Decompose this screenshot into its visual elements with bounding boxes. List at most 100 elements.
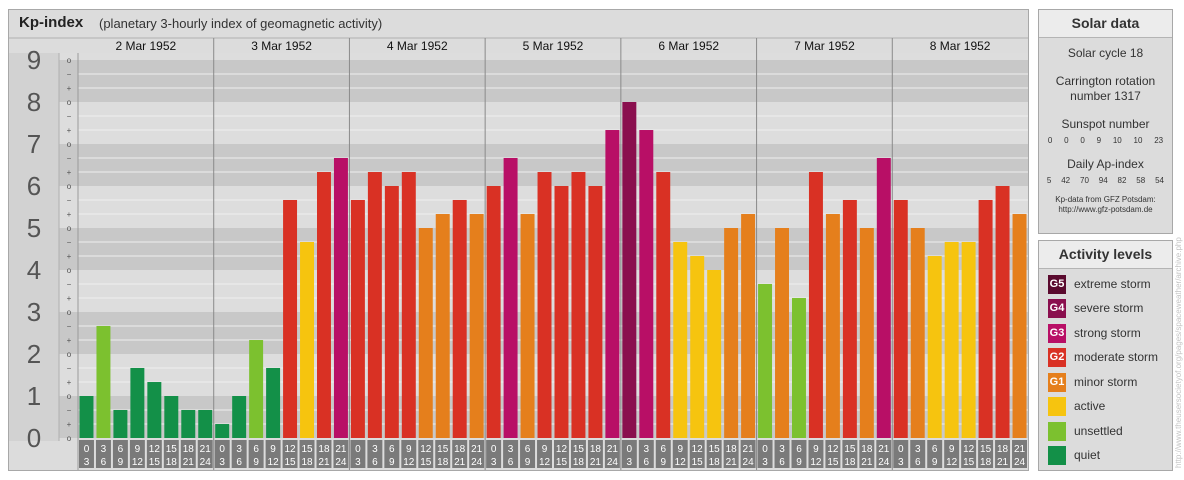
interval-end-label: 15: [556, 457, 568, 468]
interval-label-bg: [859, 440, 875, 468]
interval-label-bg: [621, 440, 637, 468]
kp-chart: 0123456789o+−o+−o+−o+−o+−o+−o+−o+−o+−o2 …: [9, 10, 1028, 470]
interval-end-label: 21: [454, 457, 466, 468]
kp-band: [9, 144, 1028, 186]
interval-start-label: 3: [236, 444, 242, 455]
interval-end-label: 21: [997, 457, 1009, 468]
interval-end-label: 15: [420, 457, 432, 468]
interval-label-bg: [587, 440, 603, 468]
kp-bar: [401, 172, 416, 438]
day-label: 8 Mar 1952: [930, 39, 991, 53]
interval-start-label: 12: [692, 444, 704, 455]
interval-end-label: 9: [660, 457, 666, 468]
interval-label-bg: [672, 440, 688, 468]
kp-bar: [639, 130, 654, 438]
kp-bar: [792, 298, 806, 438]
interval-label-bg: [231, 440, 247, 468]
y-axis-column: [9, 53, 59, 441]
interval-end-label: 3: [627, 457, 633, 468]
interval-label-bg: [893, 440, 909, 468]
y-minor-tick: +: [67, 210, 72, 219]
interval-end-label: 6: [644, 457, 650, 468]
ap-value: 94: [1098, 176, 1108, 185]
interval-end-label: 24: [471, 457, 483, 468]
y-minor-tick: +: [67, 294, 72, 303]
sunspot-value: 23: [1154, 136, 1164, 145]
y-minor-tick: −: [67, 238, 72, 247]
kp-bar: [724, 228, 739, 438]
interval-start-label: 18: [861, 444, 873, 455]
legend-swatch-unsettled: [1048, 421, 1066, 441]
interval-label-bg: [146, 440, 162, 468]
interval-start-label: 21: [743, 444, 755, 455]
interval-label-bg: [808, 440, 824, 468]
interval-label-bg: [961, 440, 977, 468]
solar-data-heading: Solar data: [1039, 10, 1172, 38]
interval-label-bg: [876, 440, 892, 468]
legend-swatch-g1: G1: [1048, 372, 1066, 392]
interval-label-bg: [689, 440, 705, 468]
interval-start-label: 15: [844, 444, 856, 455]
y-minor-tick: o: [67, 266, 72, 275]
source-watermark: http://www.theusersocietyof.org/pages/sp…: [1174, 237, 1183, 468]
interval-label-bg: [774, 440, 790, 468]
carrington-line-2: number 1317: [1070, 89, 1141, 103]
interval-end-label: 18: [166, 457, 178, 468]
interval-end-label: 12: [403, 457, 415, 468]
interval-start-label: 9: [813, 444, 819, 455]
legend-swatch-quiet: [1048, 445, 1066, 465]
interval-start-label: 21: [878, 444, 890, 455]
kp-band: [9, 312, 1028, 354]
legend-item-g2: G2 moderate storm: [1048, 347, 1158, 367]
interval-end-label: 24: [335, 457, 347, 468]
kp-bar: [622, 102, 637, 438]
solar-cycle: Solar cycle 18: [1067, 46, 1144, 60]
legend-swatch-g3: G3: [1048, 323, 1066, 343]
interval-start-label: 21: [471, 444, 483, 455]
y-tick-label: 9: [27, 45, 41, 75]
kp-bar: [435, 214, 450, 438]
kp-band: [9, 396, 1028, 438]
kp-bar: [164, 396, 179, 438]
interval-end-label: 9: [796, 457, 802, 468]
interval-start-label: 18: [318, 444, 330, 455]
y-minor-tick: −: [67, 112, 72, 121]
y-minor-tick: o: [67, 56, 72, 65]
y-minor-tick: +: [67, 378, 72, 387]
interval-label-bg: [384, 440, 400, 468]
kp-bar: [842, 199, 857, 438]
interval-start-label: 12: [284, 444, 296, 455]
interval-label-bg: [299, 440, 315, 468]
kp-band: [9, 60, 1028, 102]
interval-label-bg: [944, 440, 960, 468]
sunspot-value: 10: [1133, 136, 1143, 145]
interval-end-label: 15: [963, 457, 975, 468]
legend-label: quiet: [1074, 448, 1101, 462]
interval-end-label: 3: [219, 457, 225, 468]
y-minor-tick: −: [67, 70, 72, 79]
y-minor-tick: +: [67, 336, 72, 345]
interval-end-label: 3: [355, 457, 361, 468]
day-label: 6 Mar 1952: [658, 39, 719, 53]
interval-end-label: 21: [183, 457, 195, 468]
legend-label: active: [1074, 399, 1106, 413]
kp-bar: [758, 283, 773, 438]
interval-end-label: 18: [301, 457, 313, 468]
interval-end-label: 15: [149, 457, 161, 468]
kp-bar: [130, 367, 145, 438]
legend-swatch-g2: G2: [1048, 347, 1066, 367]
legend-item-g3: G3 strong storm: [1048, 323, 1141, 343]
kp-bar: [995, 186, 1010, 438]
interval-end-label: 24: [743, 457, 755, 468]
day-label: 2 Mar 1952: [116, 39, 177, 53]
kp-bar: [775, 228, 789, 438]
interval-end-label: 6: [779, 457, 785, 468]
kp-bar: [927, 256, 942, 438]
kp-bar: [707, 270, 722, 438]
interval-end-label: 12: [810, 457, 822, 468]
interval-label-bg: [333, 440, 349, 468]
interval-end-label: 6: [236, 457, 242, 468]
interval-end-label: 18: [573, 457, 585, 468]
interval-start-label: 12: [149, 444, 161, 455]
interval-start-label: 12: [827, 444, 839, 455]
